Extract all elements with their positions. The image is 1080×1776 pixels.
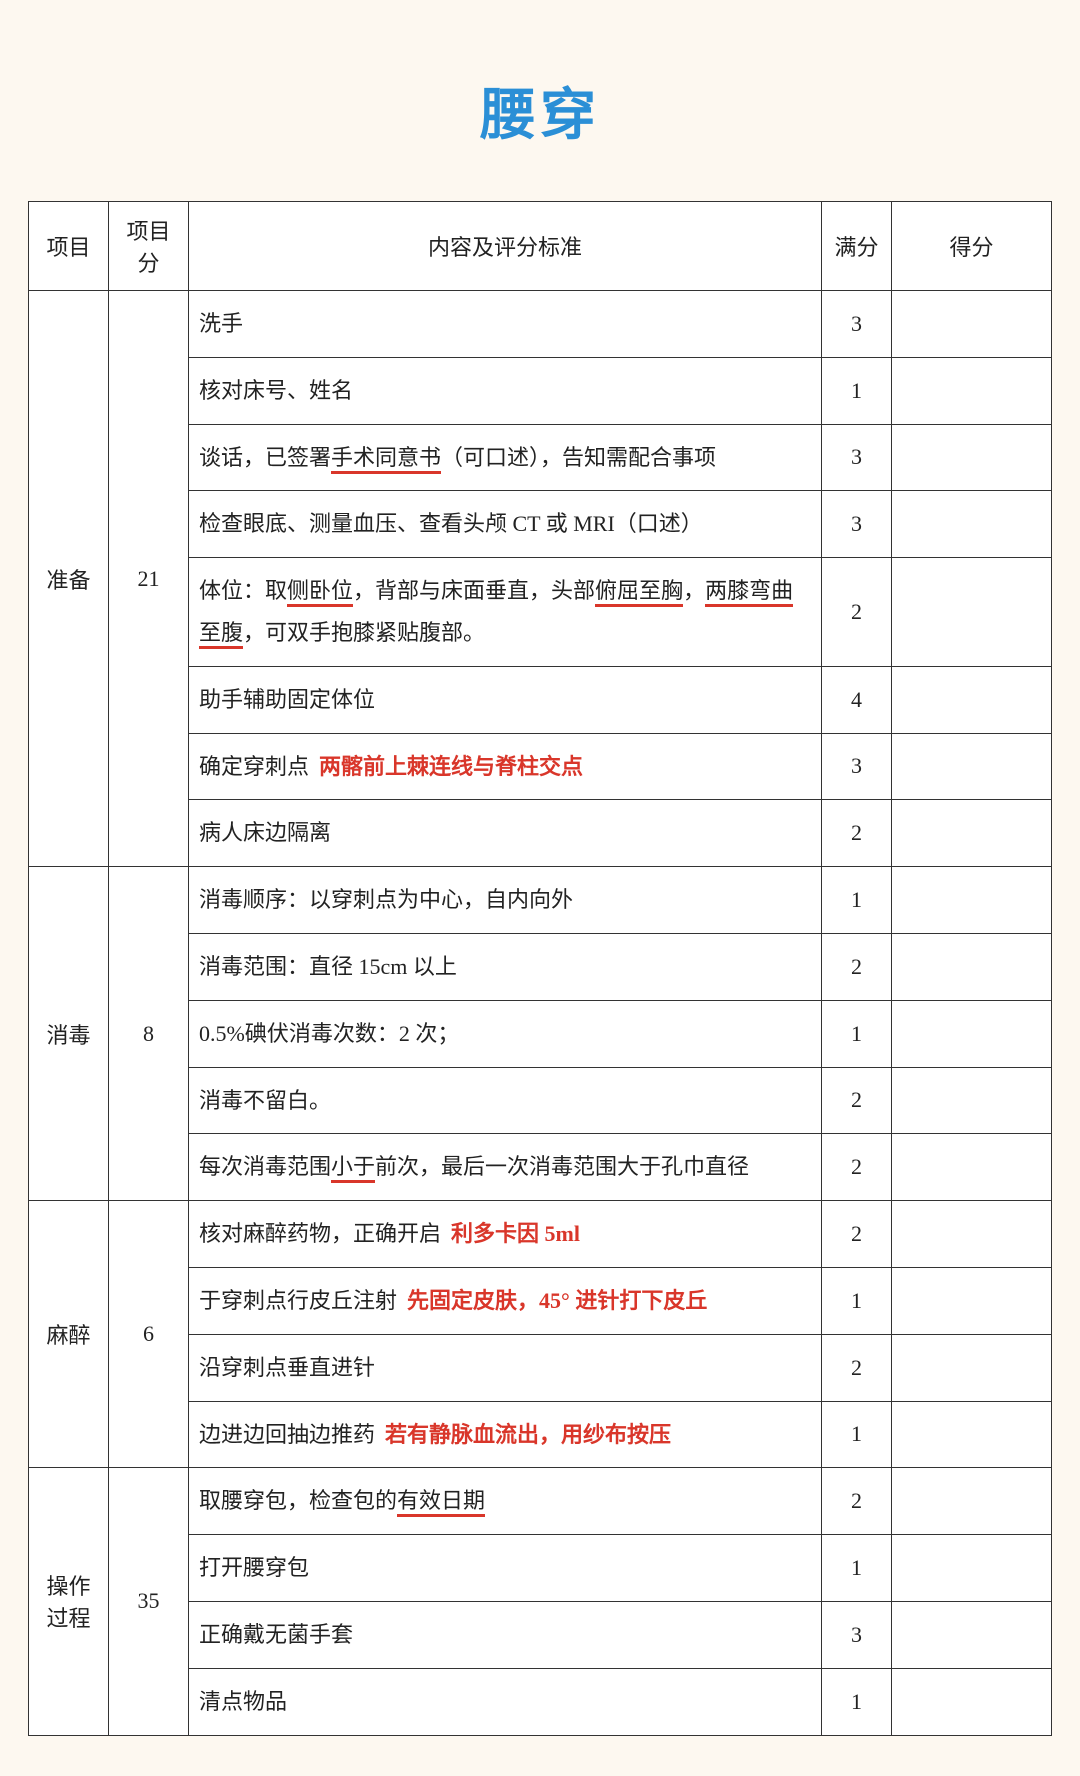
table-cell: 2 (822, 1334, 892, 1401)
section-points-cell: 6 (109, 1201, 189, 1468)
table-cell (892, 424, 1052, 491)
content-cell: 消毒范围：直径 15cm 以上 (189, 933, 822, 1000)
section-name-cell: 准备 (29, 291, 109, 867)
table-cell (892, 867, 1052, 934)
handwritten-note: 两髂前上棘连线与脊柱交点 (319, 754, 583, 779)
table-cell (892, 666, 1052, 733)
table-cell (892, 1535, 1052, 1602)
table-cell (892, 1201, 1052, 1268)
table-cell: 1 (822, 357, 892, 424)
content-cell: 清点物品 (189, 1668, 822, 1735)
table-header-row: 项目 项目分 内容及评分标准 满分 得分 (29, 202, 1052, 291)
table-cell: 2 (822, 1067, 892, 1134)
content-cell: 确定穿刺点两髂前上棘连线与脊柱交点 (189, 733, 822, 800)
section-points-cell: 21 (109, 291, 189, 867)
content-cell: 打开腰穿包 (189, 1535, 822, 1602)
header-full: 满分 (822, 202, 892, 291)
table-row: 准备21洗手3 (29, 291, 1052, 358)
content-cell: 消毒顺序：以穿刺点为中心，自内向外 (189, 867, 822, 934)
table-cell (892, 733, 1052, 800)
table-cell: 2 (822, 933, 892, 1000)
table-cell: 2 (822, 1201, 892, 1268)
handwritten-note: 若有静脉血流出，用纱布按压 (385, 1422, 671, 1447)
table-cell: 1 (822, 1267, 892, 1334)
content-cell: 洗手 (189, 291, 822, 358)
content-cell: 消毒不留白。 (189, 1067, 822, 1134)
table-cell: 2 (822, 800, 892, 867)
content-cell: 检查眼底、测量血压、查看头颅 CT 或 MRI（口述） (189, 491, 822, 558)
table-cell (892, 1601, 1052, 1668)
header-content: 内容及评分标准 (189, 202, 822, 291)
content-cell: 每次消毒范围小于前次，最后一次消毒范围大于孔巾直径 (189, 1134, 822, 1201)
content-cell: 于穿刺点行皮丘注射先固定皮肤，45° 进针打下皮丘 (189, 1267, 822, 1334)
content-cell: 体位：取侧卧位，背部与床面垂直，头部俯屈至胸，两膝弯曲至腹，可双手抱膝紧贴腹部。 (189, 558, 822, 667)
table-cell (892, 558, 1052, 667)
section-name-cell: 消毒 (29, 867, 109, 1201)
table-row: 消毒8消毒顺序：以穿刺点为中心，自内向外1 (29, 867, 1052, 934)
table-cell: 1 (822, 1401, 892, 1468)
content-cell: 核对床号、姓名 (189, 357, 822, 424)
content-cell: 边进边回抽边推药若有静脉血流出，用纱布按压 (189, 1401, 822, 1468)
table-cell: 1 (822, 1668, 892, 1735)
page-title: 腰穿 (28, 70, 1052, 151)
table-cell (892, 1468, 1052, 1535)
table-cell (892, 1000, 1052, 1067)
section-points-cell: 35 (109, 1468, 189, 1735)
table-cell (892, 800, 1052, 867)
handwritten-note: 先固定皮肤，45° 进针打下皮丘 (407, 1288, 707, 1313)
table-row: 麻醉6核对麻醉药物，正确开启利多卡因 5ml2 (29, 1201, 1052, 1268)
table-cell (892, 1334, 1052, 1401)
section-name-cell: 操作过程 (29, 1468, 109, 1735)
table-cell: 1 (822, 1535, 892, 1602)
table-cell: 1 (822, 867, 892, 934)
header-score: 得分 (892, 202, 1052, 291)
table-cell: 2 (822, 558, 892, 667)
table-cell: 3 (822, 1601, 892, 1668)
content-cell: 核对麻醉药物，正确开启利多卡因 5ml (189, 1201, 822, 1268)
table-cell (892, 491, 1052, 558)
table-row: 操作过程35取腰穿包，检查包的有效日期2 (29, 1468, 1052, 1535)
header-itempts: 项目分 (109, 202, 189, 291)
scoring-table: 项目 项目分 内容及评分标准 满分 得分 准备21洗手3核对床号、姓名1谈话，已… (28, 201, 1052, 1736)
table-cell (892, 1067, 1052, 1134)
table-cell: 1 (822, 1000, 892, 1067)
table-cell: 2 (822, 1468, 892, 1535)
header-item: 项目 (29, 202, 109, 291)
table-cell (892, 1267, 1052, 1334)
table-cell (892, 357, 1052, 424)
table-cell (892, 1668, 1052, 1735)
table-cell (892, 291, 1052, 358)
table-cell: 3 (822, 424, 892, 491)
handwritten-note: 利多卡因 5ml (451, 1221, 580, 1246)
section-name-cell: 麻醉 (29, 1201, 109, 1468)
table-cell (892, 933, 1052, 1000)
table-cell: 3 (822, 491, 892, 558)
table-cell (892, 1134, 1052, 1201)
content-cell: 正确戴无菌手套 (189, 1601, 822, 1668)
content-cell: 病人床边隔离 (189, 800, 822, 867)
table-cell (892, 1401, 1052, 1468)
content-cell: 沿穿刺点垂直进针 (189, 1334, 822, 1401)
table-cell: 2 (822, 1134, 892, 1201)
table-cell: 4 (822, 666, 892, 733)
content-cell: 取腰穿包，检查包的有效日期 (189, 1468, 822, 1535)
table-cell: 3 (822, 733, 892, 800)
content-cell: 谈话，已签署手术同意书（可口述），告知需配合事项 (189, 424, 822, 491)
content-cell: 助手辅助固定体位 (189, 666, 822, 733)
section-points-cell: 8 (109, 867, 189, 1201)
table-cell: 3 (822, 291, 892, 358)
content-cell: 0.5%碘伏消毒次数：2 次； (189, 1000, 822, 1067)
